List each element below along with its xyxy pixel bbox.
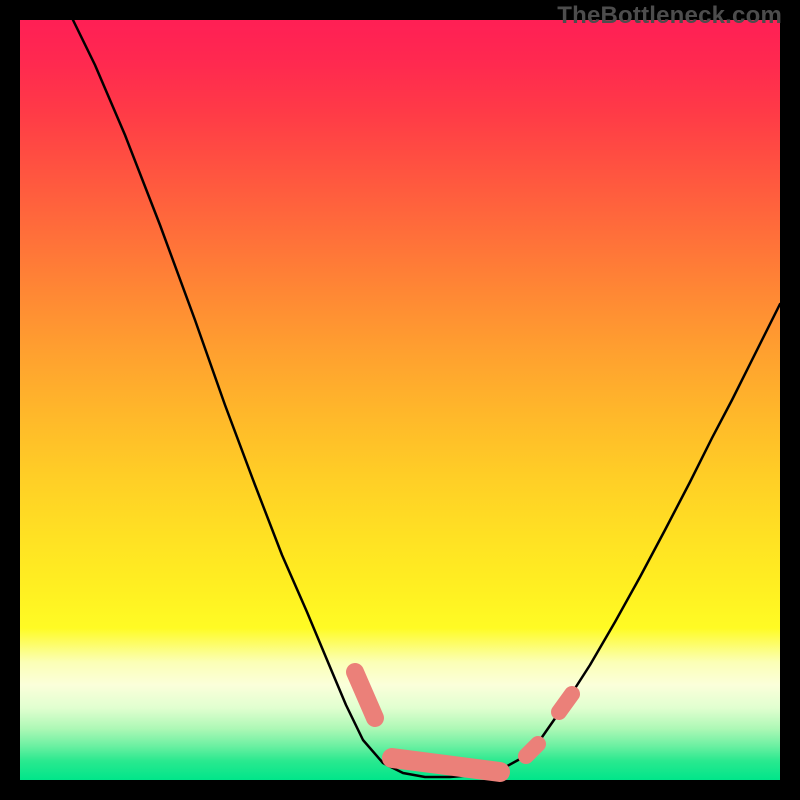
chart-stage: TheBottleneck.com xyxy=(0,0,800,800)
plot-background xyxy=(20,20,780,780)
chart-svg xyxy=(0,0,800,800)
accent-pill xyxy=(559,694,572,712)
watermark-text: TheBottleneck.com xyxy=(557,2,782,30)
accent-pill xyxy=(392,758,500,772)
accent-pill xyxy=(526,744,538,756)
